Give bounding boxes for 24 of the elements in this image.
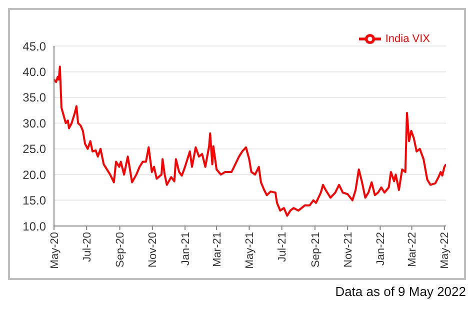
x-tick-label: Nov-20	[147, 232, 160, 268]
y-tick-label: 45.0	[22, 39, 46, 54]
x-tick-label: May-20	[48, 232, 61, 269]
y-tick-label: 40.0	[22, 64, 46, 79]
y-tick-label: 35.0	[22, 90, 46, 105]
x-tick-label: Nov-21	[342, 232, 354, 268]
x-tick-label: Jan-21	[180, 232, 192, 266]
x-tick-label: Sep-21	[310, 232, 322, 268]
legend-label: India VIX	[385, 32, 430, 45]
y-tick-label: 10.0	[22, 219, 46, 234]
y-tick-label: 20.0	[22, 168, 46, 182]
text: Data as of 9 May 2022	[334, 284, 466, 299]
x-tick-label: May-21	[244, 232, 256, 269]
x-tick-label: Jul-21	[276, 232, 289, 262]
x-tick-label: Sep-20	[114, 232, 127, 268]
x-tick-label: Jul-20	[81, 232, 94, 262]
y-tick-label: 25.0	[22, 142, 46, 156]
x-tick-label: Jan-22	[375, 232, 388, 266]
x-tick-label: Mar-22	[406, 232, 419, 267]
x-tick-label: May-22	[439, 232, 452, 269]
line-series	[54, 66, 446, 217]
x-tick-label: Mar-21	[211, 232, 224, 267]
y-tick-label: 15.0	[22, 194, 46, 208]
y-tick-label: 30.0	[22, 116, 46, 130]
